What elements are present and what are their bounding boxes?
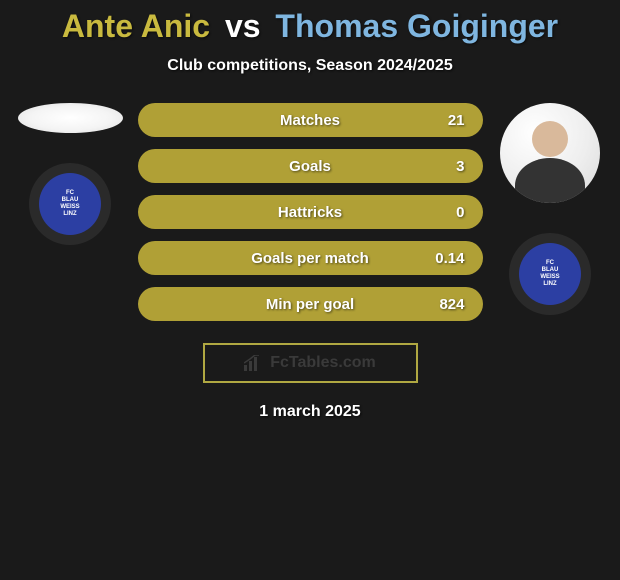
stat-label: Goals per match <box>251 250 369 267</box>
watermark-text: FcTables.com <box>270 354 376 372</box>
vs-label: vs <box>225 8 261 44</box>
stat-bar: Hattricks 0 <box>138 195 483 229</box>
club-badge-inner: FC BLAU WEISS LINZ <box>519 243 581 305</box>
player1-name: Ante Anic <box>62 8 210 44</box>
bar-chart-icon <box>244 355 264 371</box>
subtitle: Club competitions, Season 2024/2025 <box>167 57 452 75</box>
comparison-title: Ante Anic vs Thomas Goiginger <box>62 8 558 45</box>
player1-avatar <box>18 103 123 133</box>
comparison-body: FC BLAU WEISS LINZ Matches 21 Goals 3 Hattri… <box>0 103 620 321</box>
player2-name: Thomas Goiginger <box>275 8 558 44</box>
snapshot-date: 1 march 2025 <box>259 403 360 421</box>
stat-bar: Goals per match 0.14 <box>138 241 483 275</box>
stat-bar: Matches 21 <box>138 103 483 137</box>
stat-bar: Min per goal 824 <box>138 287 483 321</box>
stat-label: Matches <box>280 112 340 129</box>
stat-label: Min per goal <box>266 296 354 313</box>
stat-right-value: 3 <box>456 158 464 175</box>
stat-label: Hattricks <box>278 204 342 221</box>
stat-right-value: 824 <box>439 296 464 313</box>
club-badge-inner: FC BLAU WEISS LINZ <box>39 173 101 235</box>
stat-label: Goals <box>289 158 331 175</box>
player2-club-badge: FC BLAU WEISS LINZ <box>509 233 591 315</box>
player1-club-badge: FC BLAU WEISS LINZ <box>29 163 111 245</box>
player2-avatar <box>500 103 600 203</box>
stat-right-value: 21 <box>448 112 465 129</box>
watermark: FcTables.com <box>203 343 418 383</box>
stat-bar: Goals 3 <box>138 149 483 183</box>
stats-list: Matches 21 Goals 3 Hattricks 0 Goals per match… <box>138 103 483 321</box>
stat-right-value: 0.14 <box>435 250 464 267</box>
stat-right-value: 0 <box>456 204 464 221</box>
player1-column: FC BLAU WEISS LINZ <box>10 103 130 245</box>
player2-column: FC BLAU WEISS LINZ <box>490 103 610 315</box>
